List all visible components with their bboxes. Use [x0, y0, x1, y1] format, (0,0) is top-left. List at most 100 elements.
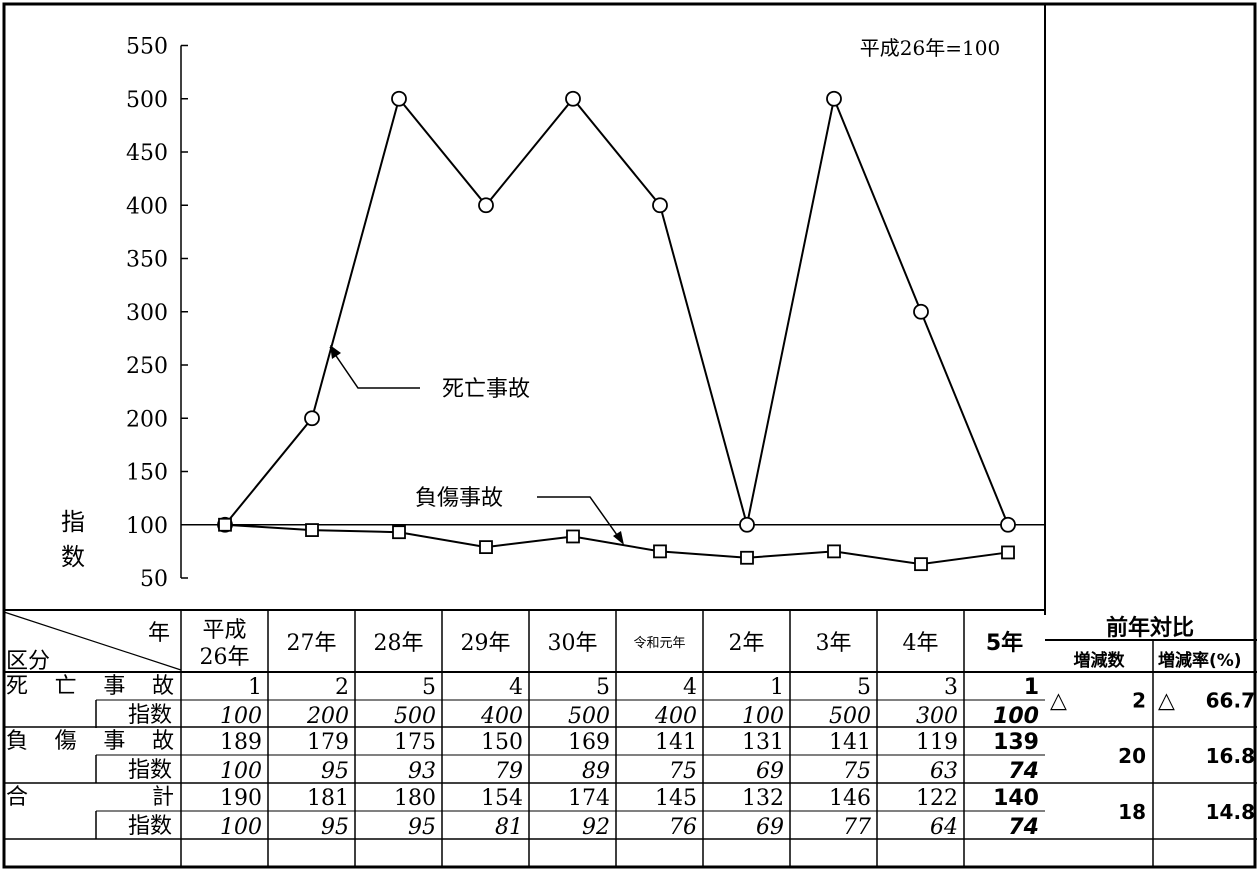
change-value: 18	[1118, 800, 1146, 824]
count-cell: 181	[307, 786, 349, 811]
data-point-injury	[740, 550, 754, 565]
index-cell: 75	[843, 759, 871, 784]
data-point-fatal	[913, 303, 929, 320]
y-tick-label: 550	[126, 35, 168, 60]
count-cell: 122	[916, 786, 958, 811]
comparison-header-rate: 増減率(%)	[1158, 650, 1242, 671]
count-cell: 154	[481, 786, 523, 811]
corner-year-label: 年	[148, 621, 170, 646]
index-cell: 69	[756, 815, 784, 840]
count-cell: 169	[568, 730, 610, 755]
series-annotation-injury: 負傷事故	[415, 486, 503, 511]
data-point-injury	[392, 525, 406, 540]
row-label: 傷	[55, 729, 77, 754]
index-cell: 63	[930, 759, 958, 784]
index-cell: 93	[408, 759, 436, 784]
count-cell: 145	[655, 786, 697, 811]
annotation-arrow-fatal	[330, 345, 341, 359]
index-cell: 100	[220, 704, 262, 729]
row-label: 負	[6, 729, 28, 754]
y-tick-label: 350	[126, 248, 168, 273]
count-cell: 146	[829, 786, 871, 811]
y-tick-label: 100	[126, 514, 168, 539]
index-cell: 100	[742, 704, 784, 729]
count-cell: 131	[742, 730, 784, 755]
index-row-label: 指数	[128, 758, 172, 783]
count-cell: 141	[655, 730, 697, 755]
y-tick-label: 200	[126, 407, 168, 432]
count-cell: 1	[1024, 675, 1039, 700]
count-cell: 140	[993, 786, 1039, 811]
index-cell: 64	[930, 815, 958, 840]
index-cell: 200	[306, 704, 349, 729]
year-header: 26年	[200, 645, 250, 670]
year-header: 29年	[461, 631, 511, 656]
y-axis-label: 数	[61, 543, 85, 571]
index-cell: 100	[220, 759, 262, 784]
count-cell: 180	[394, 786, 436, 811]
count-cell: 190	[220, 786, 262, 811]
change-sign: △	[1050, 689, 1067, 714]
index-cell: 92	[582, 815, 610, 840]
change-value: 20	[1118, 744, 1146, 768]
row-label: 故	[152, 674, 174, 699]
series-annotation-fatal: 死亡事故	[442, 377, 530, 402]
index-cell: 74	[1008, 759, 1039, 784]
index-cell: 95	[321, 815, 349, 840]
data-point-fatal	[391, 90, 407, 107]
index-cell: 300	[916, 704, 958, 729]
year-header: 2年	[729, 631, 765, 656]
row-label: 事	[103, 674, 125, 699]
count-cell: 139	[993, 730, 1039, 755]
count-cell: 132	[742, 786, 784, 811]
count-cell: 179	[307, 730, 349, 755]
count-cell: 119	[916, 730, 958, 755]
year-header: 28年	[374, 631, 424, 656]
index-cell: 400	[654, 704, 697, 729]
index-cell: 500	[568, 704, 610, 729]
index-cell: 81	[495, 815, 523, 840]
year-header: 30年	[548, 631, 598, 656]
y-tick-label: 450	[126, 141, 168, 166]
row-label: 死	[6, 674, 28, 699]
index-cell: 74	[1008, 815, 1039, 840]
year-header: 4年	[903, 631, 939, 656]
count-cell: 150	[481, 730, 523, 755]
year-header: 令和元年	[633, 636, 685, 651]
annotation-leader-injury	[537, 496, 623, 543]
y-tick-label: 300	[126, 301, 168, 326]
count-cell: 4	[683, 675, 697, 700]
count-cell: 1	[248, 675, 262, 700]
index-cell: 400	[480, 704, 523, 729]
annotation-arrow-injury	[613, 531, 624, 545]
count-cell: 5	[596, 675, 610, 700]
data-point-injury	[1001, 545, 1015, 560]
index-cell: 77	[843, 815, 871, 840]
corner-diagonal	[3, 611, 182, 671]
y-tick-label: 150	[126, 461, 168, 486]
change-value: 2	[1132, 689, 1146, 713]
y-tick-label: 250	[126, 354, 168, 379]
count-cell: 174	[568, 786, 610, 811]
data-point-fatal	[826, 90, 842, 107]
data-point-injury	[218, 517, 232, 532]
index-cell: 75	[669, 759, 697, 784]
series-line-1	[224, 95, 1009, 526]
comparison-header-change: 増減数	[1074, 650, 1126, 671]
index-cell: 500	[394, 704, 436, 729]
year-header: 3年	[816, 631, 852, 656]
count-cell: 1	[770, 675, 784, 700]
index-cell: 100	[993, 704, 1039, 729]
index-cell: 500	[829, 704, 871, 729]
data-point-fatal	[478, 197, 494, 214]
row-label: 合	[6, 785, 28, 810]
series-line-2	[224, 523, 1009, 566]
data-point-injury	[479, 540, 493, 555]
data-point-injury	[566, 529, 580, 544]
year-header: 平成	[202, 618, 246, 643]
corner-kubun-label: 区分	[6, 649, 50, 674]
index-cell: 100	[220, 815, 262, 840]
year-header: 5年	[986, 630, 1023, 656]
